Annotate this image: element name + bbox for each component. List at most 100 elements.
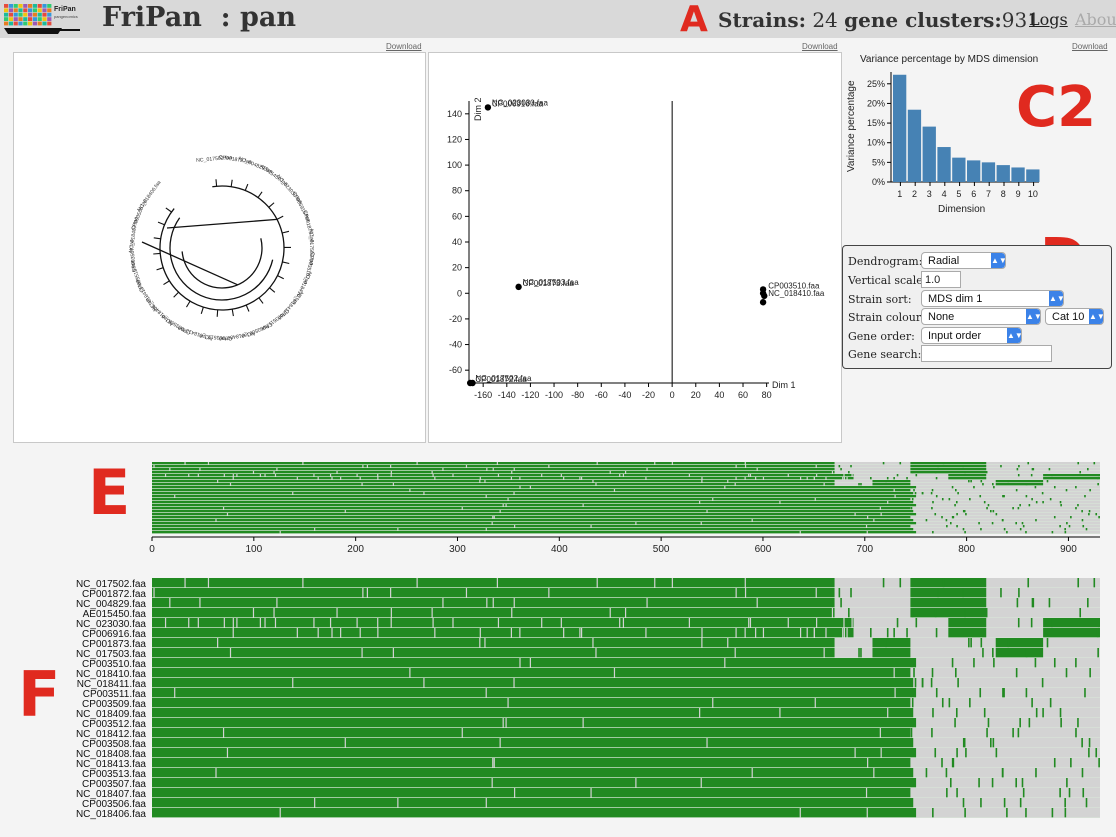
gene-present xyxy=(840,468,842,471)
strain-colour-select[interactable]: None ▲▼ xyxy=(921,308,1041,325)
overview-x-tick-label: 200 xyxy=(347,544,364,553)
gene-gap xyxy=(590,525,592,528)
gene-gap xyxy=(595,648,597,658)
gene-gap xyxy=(486,468,488,471)
gene-gap xyxy=(409,668,411,678)
gene-gap xyxy=(314,528,316,531)
vertical-scale-input[interactable]: 1.0 xyxy=(921,271,961,288)
gene-gap xyxy=(392,483,394,486)
strain-label[interactable]: NC_018412.faa xyxy=(75,729,146,740)
strain-label[interactable]: AE015450.faa xyxy=(82,609,146,620)
strain-label[interactable]: CP003506.faa xyxy=(82,799,146,810)
strain-label[interactable]: CP003511.faa xyxy=(82,689,146,700)
gene-gap xyxy=(744,465,747,468)
mds-x-tick-label: 80 xyxy=(762,390,772,400)
gene-gap xyxy=(688,474,690,477)
gene-present xyxy=(987,504,990,507)
strain-label[interactable]: NC_023030.faa xyxy=(75,619,146,630)
gene-present xyxy=(948,498,951,501)
gene-gap xyxy=(624,471,627,474)
dendrogram-panel: NC_017502.faa CP001872.faa NC_004829.faa AE… xyxy=(13,52,426,443)
strain-label[interactable]: NC_018413.faa xyxy=(75,759,146,770)
gene-present xyxy=(986,507,988,510)
gene-present xyxy=(1001,768,1004,778)
strain-label[interactable]: NC_018407.faa xyxy=(75,789,146,800)
gene-gap xyxy=(499,738,501,748)
gene-gap xyxy=(356,618,358,628)
about-link[interactable]: About xyxy=(1075,10,1116,29)
gene-gap xyxy=(744,628,746,638)
strain-label[interactable]: NC_018406.faa xyxy=(75,809,146,820)
strain-label[interactable]: CP006916.faa xyxy=(82,629,146,640)
strain-label[interactable]: NC_004829.faa xyxy=(75,599,146,610)
strain-label[interactable]: NC_017503.faa xyxy=(75,649,146,660)
dendrogram-select[interactable]: Radial ▲▼ xyxy=(921,252,1006,269)
gene-gap xyxy=(701,638,703,648)
gene-gap xyxy=(727,480,729,483)
dendrogram-leaf-branch xyxy=(244,183,249,191)
gene-gap xyxy=(197,474,199,477)
strain-sort-select[interactable]: MDS dim 1 ▲▼ xyxy=(921,290,1064,307)
gene-gap xyxy=(529,486,531,489)
gene-present xyxy=(1097,474,1100,477)
gene-search-input[interactable] xyxy=(921,345,1052,362)
strain-label[interactable]: CP003507.faa xyxy=(82,779,146,790)
strain-label[interactable]: CP001872.faa xyxy=(82,589,146,600)
gene-present xyxy=(860,483,862,486)
gene-gap xyxy=(887,708,889,718)
strain-label[interactable]: CP003510.faa xyxy=(82,659,146,670)
overview-row xyxy=(152,495,1100,498)
strain-label[interactable]: NC_017502.faa xyxy=(75,579,146,590)
overview-heatmap[interactable]: 0 100 200 300 400 500 600 700 800 900 xyxy=(140,458,1116,553)
download-mds-link[interactable]: Download xyxy=(802,42,838,51)
gene-gap xyxy=(215,768,217,778)
strain-colour-palette-select[interactable]: Cat 10 ▲▼ xyxy=(1045,308,1104,325)
gene-present xyxy=(886,477,889,480)
page-title: FriPan : pan xyxy=(102,2,297,33)
gene-gap xyxy=(699,708,701,718)
gene-gap xyxy=(499,510,501,513)
gene-gap xyxy=(560,474,562,477)
gene-gap xyxy=(724,658,726,668)
overview-x-tick-label: 400 xyxy=(551,544,568,553)
gene-gap xyxy=(336,471,338,474)
strain-label[interactable]: CP003512.faa xyxy=(82,719,146,730)
gene-present xyxy=(980,638,983,648)
gene-present xyxy=(980,480,983,483)
gene-present xyxy=(962,465,964,468)
mds-x-tick-label: 40 xyxy=(714,390,724,400)
present-block xyxy=(948,477,987,480)
gene-present xyxy=(1017,728,1020,738)
logs-link[interactable]: Logs xyxy=(1029,10,1068,29)
gene-present xyxy=(980,528,982,531)
gene-order-select[interactable]: Input order ▲▼ xyxy=(921,327,1022,344)
gene-gap xyxy=(232,477,234,480)
strain-label[interactable]: CP003509.faa xyxy=(82,699,146,710)
gene-present xyxy=(921,678,924,688)
strain-label[interactable]: NC_018410.faa xyxy=(75,669,146,680)
strain-label[interactable]: NC_018409.faa xyxy=(75,709,146,720)
present-block xyxy=(1043,474,1100,477)
gene-order-select-value: Input order xyxy=(928,330,982,342)
strain-label[interactable]: NC_018408.faa xyxy=(75,749,146,760)
strain-label[interactable]: CP001873.faa xyxy=(82,639,146,650)
download-variance-link[interactable]: Download xyxy=(1072,42,1108,51)
strain-heatmap[interactable] xyxy=(152,578,1102,824)
gene-gap xyxy=(701,628,703,638)
mds-point-label: NC_018410.faa xyxy=(768,289,825,298)
gene-gap xyxy=(701,480,703,483)
gene-gap xyxy=(580,628,583,638)
gene-gap xyxy=(497,474,500,477)
gene-gap xyxy=(592,480,594,483)
strain-label[interactable]: CP003508.faa xyxy=(82,739,146,750)
header-bar: FriPan pangenomics FriPan : pan Strains:… xyxy=(0,0,1116,38)
strain-label[interactable]: CP003513.faa xyxy=(82,769,146,780)
strain-label[interactable]: NC_018411.faa xyxy=(76,679,146,690)
gene-gap xyxy=(787,474,789,477)
gene-gap xyxy=(390,588,392,598)
gene-present xyxy=(934,513,937,516)
dendrogram-leaf-branch xyxy=(276,215,284,220)
download-dendrogram-link[interactable]: Download xyxy=(386,42,422,51)
gene-present xyxy=(870,477,872,480)
gene-gap xyxy=(654,462,656,465)
